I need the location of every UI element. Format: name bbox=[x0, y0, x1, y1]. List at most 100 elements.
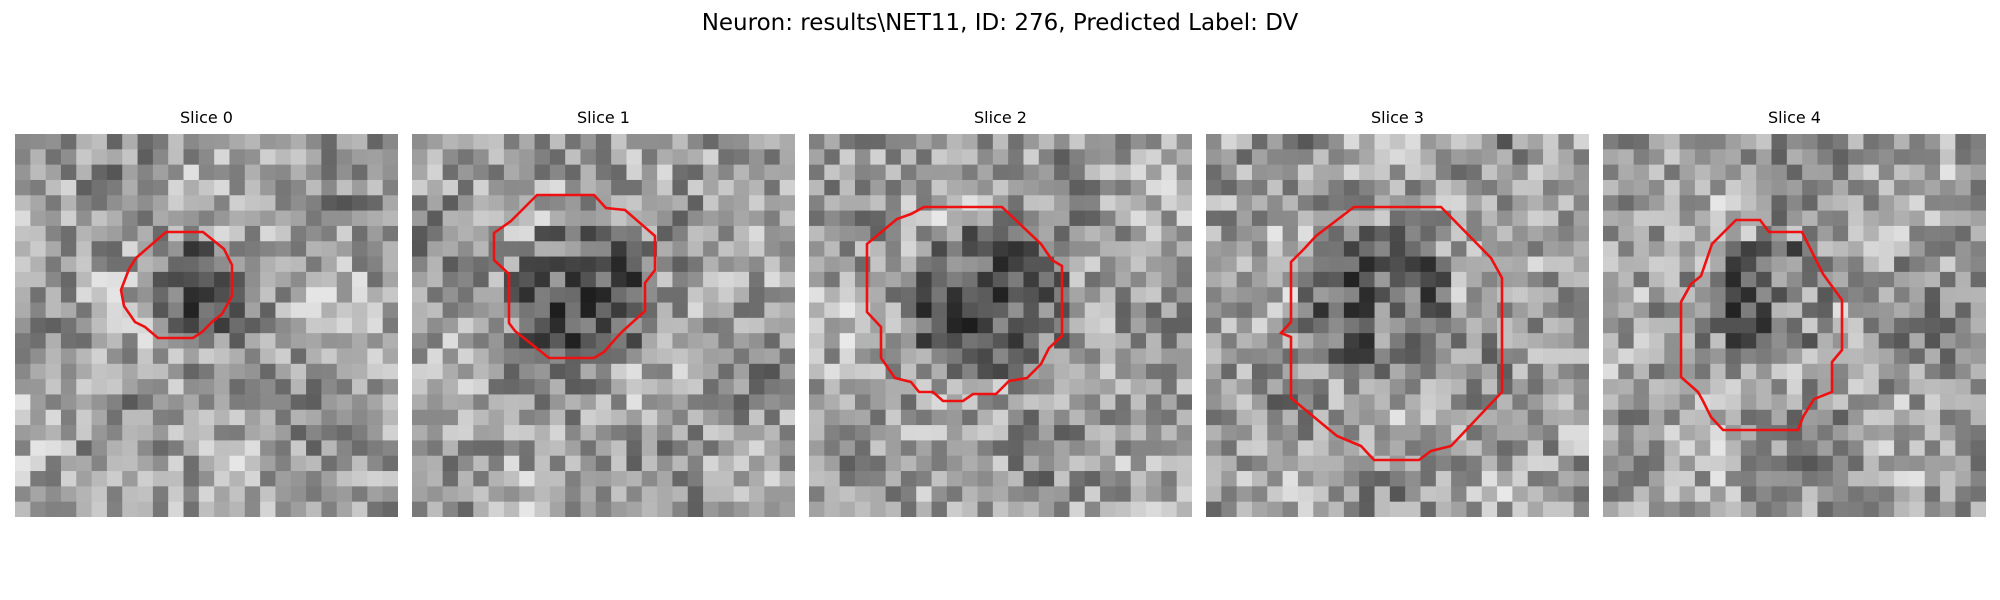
pixel bbox=[580, 302, 597, 319]
pixel bbox=[427, 333, 444, 350]
pixel bbox=[1512, 149, 1529, 166]
pixel bbox=[1435, 134, 1452, 150]
pixel bbox=[1054, 333, 1071, 350]
pixel bbox=[76, 333, 93, 350]
pixel bbox=[1297, 501, 1314, 517]
pixel bbox=[1527, 394, 1544, 411]
pixel bbox=[1297, 164, 1314, 181]
pixel bbox=[91, 379, 108, 396]
pixel bbox=[30, 425, 47, 441]
pixel bbox=[779, 348, 795, 365]
pixel bbox=[1863, 394, 1880, 411]
pixel bbox=[779, 225, 795, 242]
pixel bbox=[1710, 379, 1727, 396]
pixel bbox=[1527, 471, 1544, 487]
pixel bbox=[1328, 455, 1345, 472]
pixel bbox=[657, 225, 674, 242]
pixel bbox=[457, 363, 474, 380]
pixel bbox=[1710, 164, 1727, 181]
pixel bbox=[229, 471, 246, 487]
pixel bbox=[703, 225, 719, 242]
pixel bbox=[1282, 486, 1299, 503]
pixel bbox=[91, 455, 108, 472]
pixel bbox=[275, 333, 292, 350]
pixel bbox=[779, 271, 795, 288]
pixel bbox=[1694, 348, 1711, 365]
pixel bbox=[1894, 271, 1910, 288]
pixel bbox=[749, 149, 765, 166]
pixel bbox=[15, 455, 31, 472]
pixel bbox=[60, 348, 77, 365]
pixel bbox=[824, 195, 841, 212]
pixel bbox=[1725, 409, 1742, 426]
pixel bbox=[1497, 425, 1513, 441]
pixel bbox=[687, 271, 704, 288]
pixel bbox=[1481, 179, 1498, 196]
pixel bbox=[595, 256, 612, 273]
pixel bbox=[962, 271, 979, 288]
pixel bbox=[168, 317, 185, 334]
pixel bbox=[1848, 225, 1865, 242]
pixel bbox=[76, 241, 93, 258]
pixel bbox=[457, 179, 474, 196]
pixel bbox=[1267, 486, 1284, 503]
pixel bbox=[703, 287, 719, 304]
pixel bbox=[900, 134, 917, 150]
pixel bbox=[1618, 348, 1635, 365]
pixel bbox=[824, 149, 841, 166]
pixel bbox=[687, 501, 704, 517]
pixel bbox=[1251, 287, 1268, 304]
pixel bbox=[1176, 271, 1192, 288]
pixel bbox=[519, 379, 536, 396]
pixel bbox=[1236, 164, 1253, 181]
pixel bbox=[1282, 501, 1299, 517]
pixel bbox=[1297, 302, 1314, 319]
pixel bbox=[1146, 179, 1162, 196]
pixel bbox=[718, 195, 735, 212]
pixel bbox=[91, 134, 108, 150]
pixel bbox=[15, 501, 31, 517]
pixel bbox=[1725, 271, 1742, 288]
pixel bbox=[76, 409, 93, 426]
pixel bbox=[718, 256, 735, 273]
pixel bbox=[1817, 409, 1834, 426]
pixel bbox=[1909, 455, 1926, 472]
pixel bbox=[946, 210, 963, 227]
pixel bbox=[549, 134, 566, 150]
pixel bbox=[306, 149, 322, 166]
pixel bbox=[1573, 241, 1589, 258]
pixel bbox=[1130, 271, 1147, 288]
pixel bbox=[1161, 455, 1178, 472]
pixel bbox=[1543, 425, 1559, 441]
pixel bbox=[703, 271, 719, 288]
pixel bbox=[1115, 287, 1132, 304]
pixel bbox=[321, 409, 338, 426]
pixel bbox=[1924, 134, 1941, 150]
pixel bbox=[321, 210, 338, 227]
pixel bbox=[321, 134, 338, 150]
pixel bbox=[1786, 271, 1803, 288]
pixel bbox=[91, 149, 108, 166]
pixel bbox=[626, 134, 643, 150]
pixel bbox=[275, 379, 292, 396]
pixel bbox=[962, 195, 979, 212]
pixel bbox=[1558, 302, 1575, 319]
pixel bbox=[1161, 409, 1178, 426]
pixel bbox=[1940, 471, 1956, 487]
pixel bbox=[1343, 149, 1360, 166]
pixel bbox=[580, 363, 597, 380]
pixel bbox=[244, 501, 261, 517]
pixel bbox=[152, 363, 169, 380]
pixel bbox=[229, 134, 246, 150]
pixel bbox=[718, 501, 735, 517]
pixel bbox=[168, 210, 185, 227]
pixel bbox=[1451, 179, 1468, 196]
pixel bbox=[122, 394, 139, 411]
pixel bbox=[1451, 379, 1468, 396]
pixel bbox=[870, 501, 887, 517]
pixel bbox=[672, 256, 689, 273]
pixel bbox=[1756, 425, 1773, 441]
pixel bbox=[1527, 379, 1544, 396]
pixel bbox=[977, 149, 994, 166]
pixel bbox=[352, 256, 368, 273]
